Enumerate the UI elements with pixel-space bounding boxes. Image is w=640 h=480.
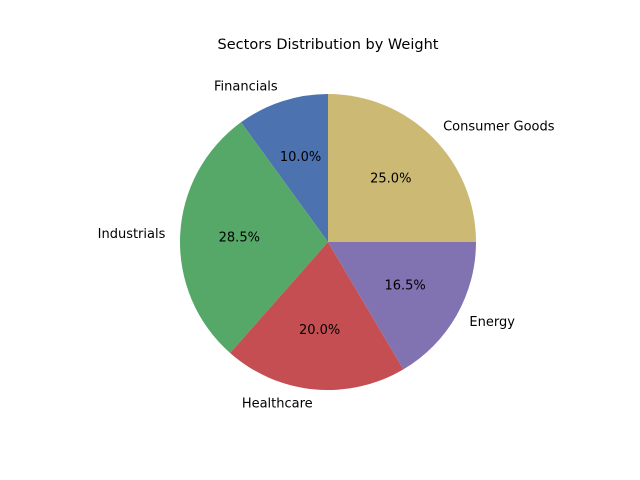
slice-value-healthcare: 20.0% xyxy=(299,323,340,338)
pie-slice-financials xyxy=(241,94,328,242)
slice-label-industrials: Industrials xyxy=(98,227,166,242)
slice-label-healthcare: Healthcare xyxy=(242,397,313,412)
slice-value-energy: 16.5% xyxy=(384,278,425,293)
pie-slice-industrials xyxy=(179,122,328,354)
slice-label-energy: Energy xyxy=(469,315,515,330)
chart-title: Sectors Distribution by Weight xyxy=(218,37,439,53)
pie-slice-consumer-goods xyxy=(328,94,476,242)
slice-value-consumer-goods: 25.0% xyxy=(370,172,411,187)
pie-slice-healthcare xyxy=(230,242,404,391)
slice-value-financials: 10.0% xyxy=(280,150,321,165)
pie-slices xyxy=(179,94,476,391)
slice-value-industrials: 28.5% xyxy=(219,230,260,245)
pie-slice-energy xyxy=(328,242,476,370)
slice-label-consumer-goods: Consumer Goods xyxy=(443,119,555,134)
pie-labels: Consumer Goods 25.0% Financials 10.0% Indust… xyxy=(98,80,555,412)
slice-label-financials: Financials xyxy=(214,80,278,95)
